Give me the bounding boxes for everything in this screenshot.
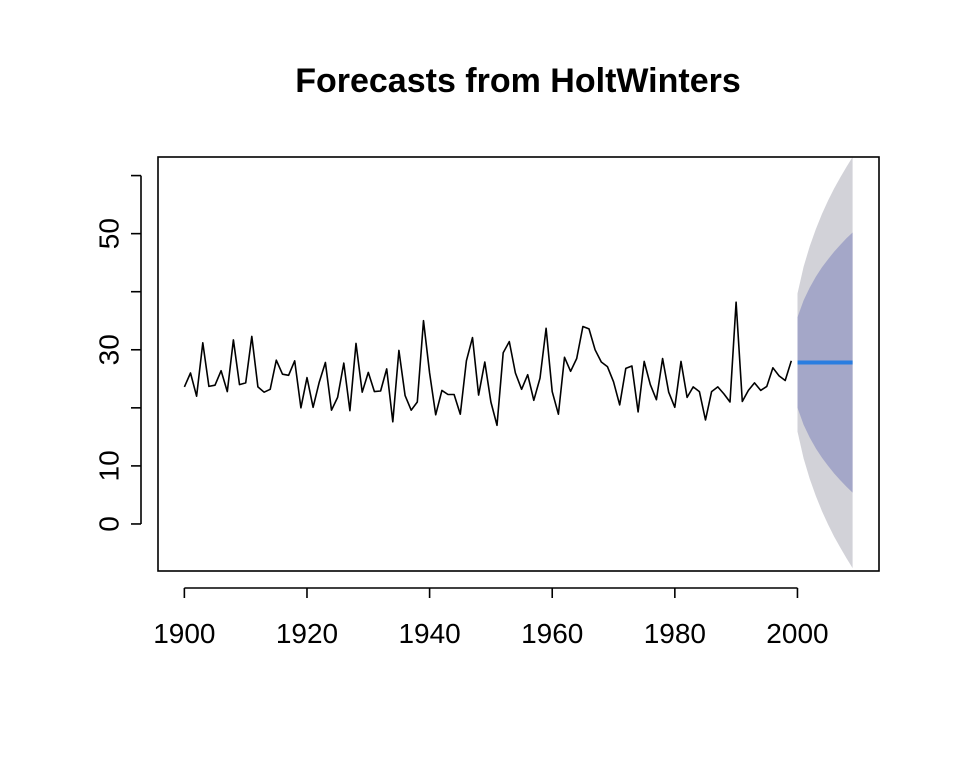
chart-title: Forecasts from HoltWinters bbox=[295, 62, 741, 100]
x-tick-label: 1900 bbox=[153, 618, 215, 649]
y-tick-label: 30 bbox=[94, 334, 125, 365]
x-tick-label: 1980 bbox=[644, 618, 706, 649]
observed-series-line bbox=[183, 301, 793, 427]
x-tick-label: 2000 bbox=[766, 618, 828, 649]
y-tick-label: 50 bbox=[94, 218, 125, 249]
x-tick-label: 1960 bbox=[521, 618, 583, 649]
x-axis: 1900 1920 1940 1960 1980 2000 bbox=[153, 587, 829, 649]
plot-area-box bbox=[157, 156, 880, 572]
y-tick-label: 0 bbox=[94, 516, 125, 532]
series-layer bbox=[183, 301, 853, 427]
x-tick-label: 1920 bbox=[276, 618, 338, 649]
y-tick-label: 10 bbox=[94, 450, 125, 481]
x-tick-label: 1940 bbox=[398, 618, 460, 649]
y-axis: 0 10 30 50 bbox=[94, 174, 142, 532]
